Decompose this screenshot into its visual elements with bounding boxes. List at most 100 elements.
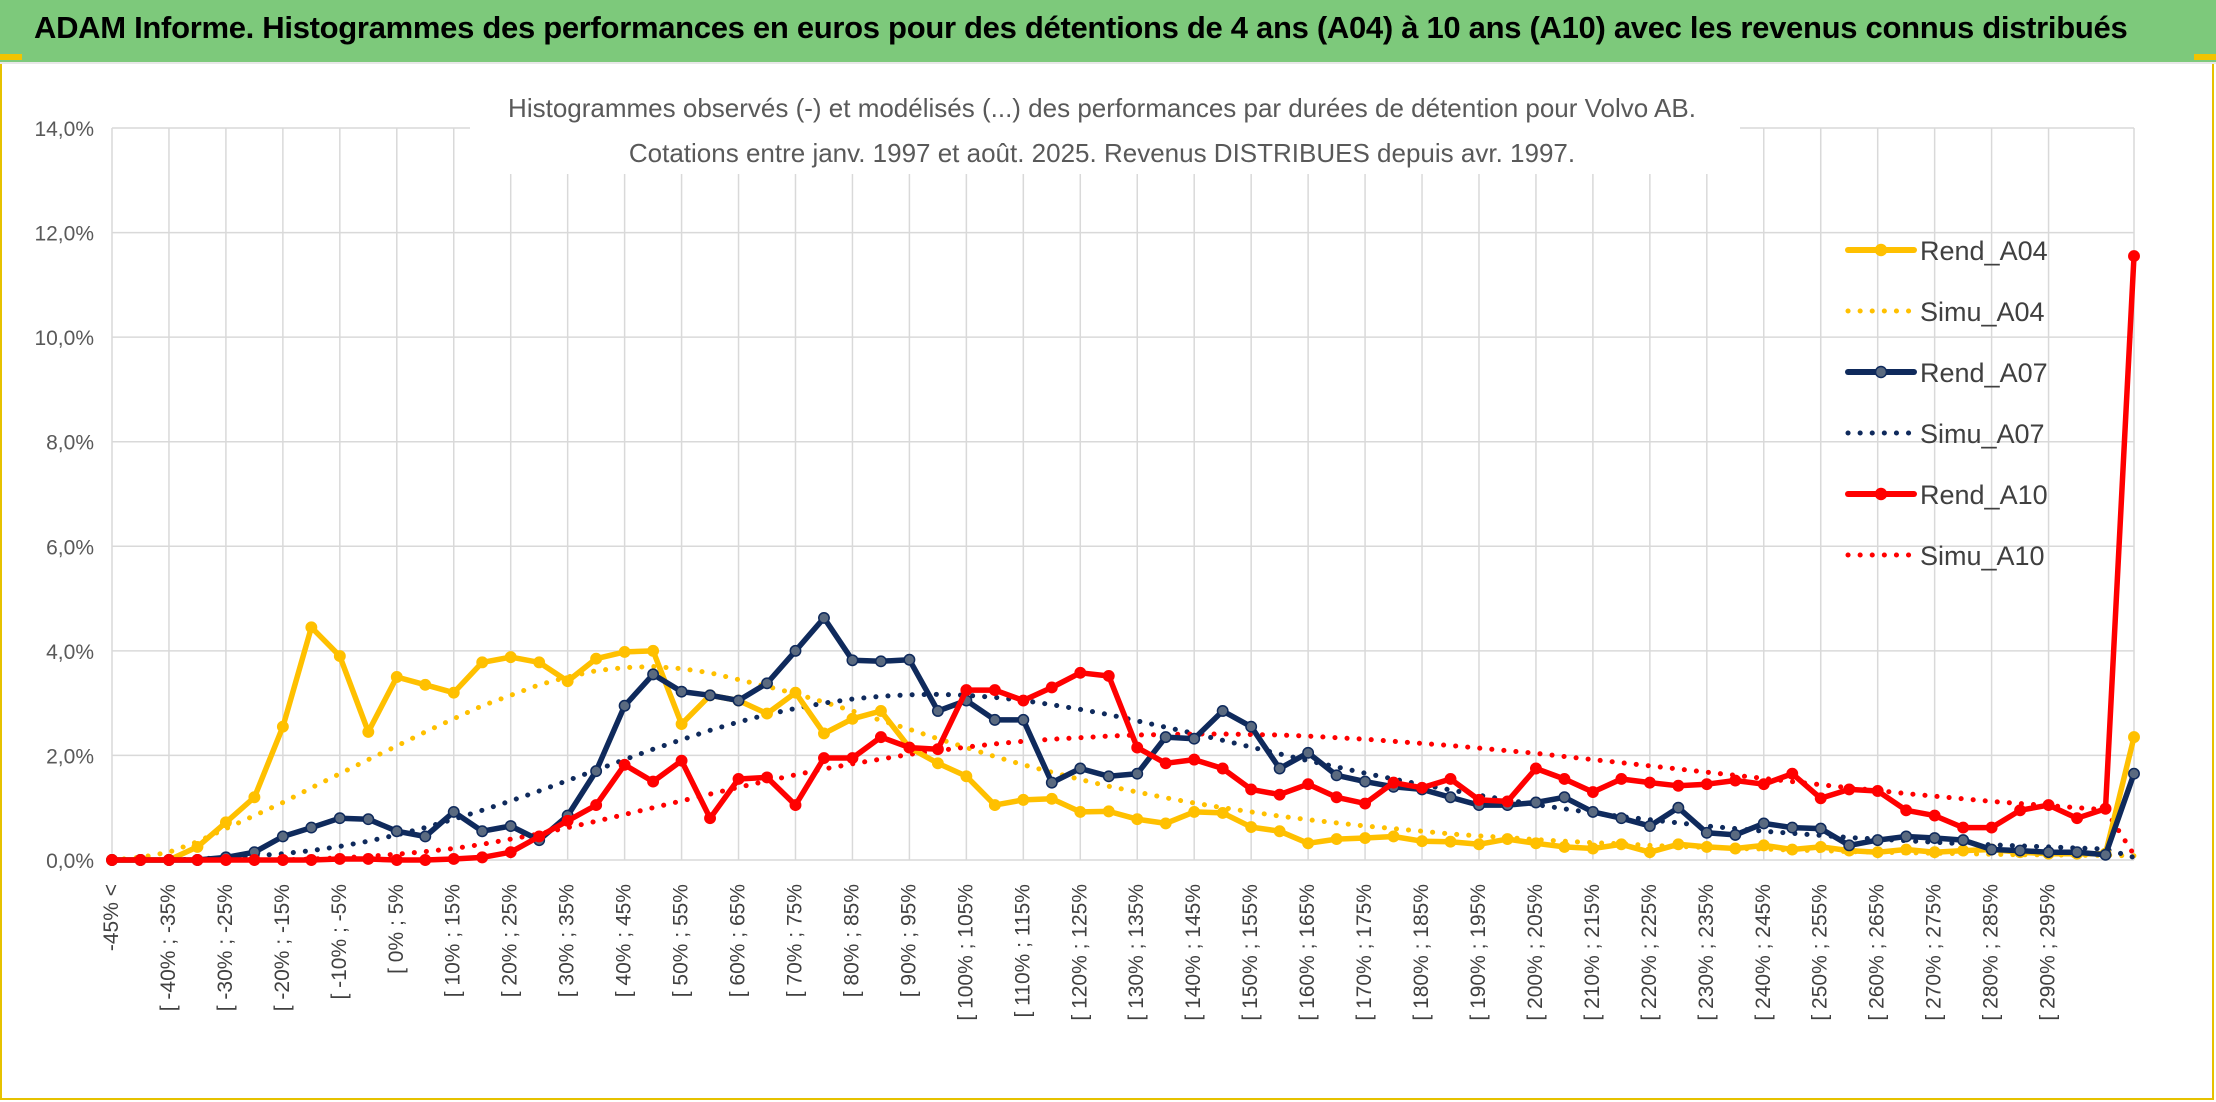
point-rend_a04	[1814, 840, 1827, 853]
point-rend_a10	[647, 775, 660, 788]
point-rend_a10	[1216, 762, 1229, 775]
chart-title: Histogrammes observés (-) et modélisés (…	[508, 93, 1696, 123]
point-rend_a10	[675, 754, 688, 767]
point-rend_a07	[1045, 776, 1058, 789]
x-tick-label: [ 160% ; 165%	[1296, 884, 1319, 1021]
y-tick-label: 0,0%	[46, 850, 94, 873]
point-rend_a07	[931, 705, 944, 717]
point-rend_a04	[931, 757, 944, 770]
x-tick-label: [ -30% ; -25%	[214, 884, 237, 1011]
point-rend_a07	[362, 813, 375, 826]
point-rend_a04	[561, 675, 574, 688]
point-rend_a04	[1529, 837, 1542, 850]
point-rend_a10	[2014, 804, 2027, 817]
y-tick-label: 14,0%	[34, 118, 94, 141]
point-rend_a04	[1700, 840, 1713, 853]
point-rend_a04	[219, 816, 232, 829]
point-rend_a10	[704, 812, 717, 825]
point-rend_a10	[390, 854, 403, 866]
point-rend_a10	[1074, 666, 1087, 679]
point-rend_a10	[362, 853, 375, 865]
point-rend_a04	[1558, 840, 1571, 853]
point-rend_a07	[1700, 826, 1713, 839]
point-rend_a07	[1729, 828, 1742, 841]
point-rend_a07	[1017, 713, 1030, 726]
y-tick-label: 2,0%	[46, 745, 94, 768]
point-rend_a04	[305, 621, 318, 634]
point-rend_a04	[1957, 844, 1970, 857]
point-rend_a07	[2071, 846, 2083, 859]
point-rend_a10	[1786, 767, 1799, 780]
series-line-simu_a04	[109, 664, 2137, 863]
point-rend_a04	[1074, 805, 1087, 818]
x-tick-label: [ 120% ; 125%	[1068, 884, 1091, 1021]
legend-label-simu_a10: Simu_A10	[1920, 541, 2045, 571]
point-rend_a10	[1957, 821, 1970, 834]
point-rend_a04	[1359, 832, 1372, 844]
point-rend_a07	[1245, 720, 1258, 733]
x-tick-label: [ 260% ; 265%	[1866, 884, 1889, 1021]
point-rend_a07	[704, 689, 717, 702]
point-rend_a04	[1245, 821, 1258, 834]
x-tick-label: [ 100% ; 105%	[954, 884, 977, 1021]
point-rend_a07	[2042, 846, 2055, 859]
report-title: ADAM Informe. Histogrammes des performan…	[34, 10, 2128, 45]
point-rend_a07	[1928, 832, 1941, 844]
point-rend_a04	[789, 686, 802, 699]
point-rend_a07	[1273, 762, 1286, 775]
point-rend_a07	[1786, 821, 1799, 834]
point-rend_a07	[1985, 843, 1998, 856]
point-rend_a04	[1102, 805, 1115, 818]
point-rend_a07	[476, 825, 489, 838]
point-rend_a07	[590, 765, 603, 778]
x-tick-label: [ 130% ; 135%	[1125, 884, 1148, 1021]
point-rend_a04	[419, 678, 432, 691]
point-rend_a10	[988, 684, 1001, 697]
point-rend_a04	[333, 650, 346, 663]
point-rend_a10	[533, 830, 546, 843]
chart-frame	[0, 64, 2214, 1100]
point-rend_a07	[1615, 812, 1628, 825]
legend-label-rend_a04: Rend_A04	[1920, 236, 2048, 266]
x-tick-label: [ 50% ; 55%	[670, 884, 693, 997]
point-rend_a10	[2042, 799, 2055, 812]
point-rend_a10	[419, 854, 432, 866]
point-rend_a07	[419, 830, 432, 843]
point-rend_a04	[874, 705, 887, 717]
point-rend_a07	[390, 825, 403, 838]
point-rend_a04	[1131, 813, 1144, 826]
x-tick-label: [ 80% ; 85%	[840, 884, 863, 997]
point-rend_a10	[874, 731, 887, 744]
point-rend_a04	[846, 712, 859, 725]
point-rend_a04	[1786, 843, 1799, 856]
point-rend_a10	[931, 743, 944, 756]
point-rend_a07	[2128, 767, 2140, 780]
point-rend_a10	[1871, 785, 1884, 797]
point-rend_a07	[1188, 732, 1201, 745]
x-tick-label: [ 220% ; 225%	[1638, 884, 1661, 1021]
legend-label-rend_a07: Rend_A07	[1920, 358, 2048, 388]
point-rend_a10	[447, 853, 460, 865]
x-tick-label: [ 110% ; 115%	[1011, 884, 1034, 1017]
point-rend_a10	[1501, 795, 1514, 808]
point-rend_a10	[1387, 776, 1400, 789]
banner-accent-right	[2194, 54, 2216, 60]
legend-marker-rend_a10	[1874, 487, 1888, 501]
x-tick-label: [ 240% ; 245%	[1752, 884, 1775, 1021]
point-rend_a04	[818, 727, 830, 740]
point-rend_a10	[1814, 792, 1827, 805]
point-rend_a04	[1729, 842, 1742, 855]
y-tick-label: 12,0%	[34, 223, 94, 246]
x-tick-label: [ 10% ; 15%	[442, 884, 465, 997]
point-rend_a10	[1558, 773, 1571, 785]
point-rend_a07	[1159, 731, 1172, 744]
point-rend_a07	[276, 830, 289, 843]
point-rend_a10	[1672, 779, 1685, 792]
x-tick-label: [ 270% ; 275%	[1923, 884, 1946, 1021]
point-rend_a04	[1615, 838, 1628, 851]
point-rend_a04	[1757, 839, 1770, 852]
point-rend_a10	[1131, 741, 1144, 754]
point-rend_a04	[533, 656, 546, 669]
point-rend_a07	[1444, 791, 1457, 804]
point-rend_a04	[1216, 806, 1229, 819]
